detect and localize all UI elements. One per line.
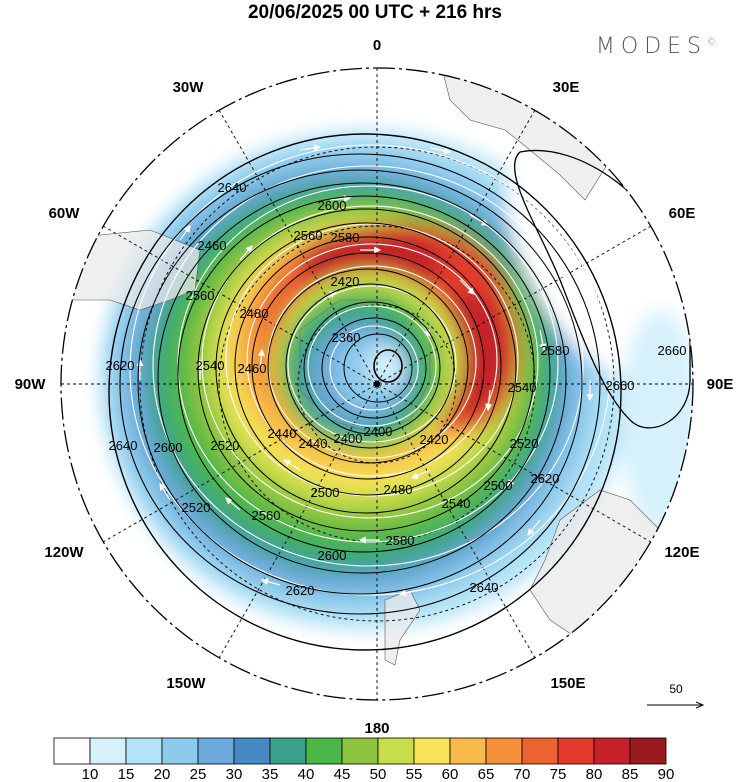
colorbar-label: 70 [514, 766, 531, 782]
colorbar-label: 10 [82, 766, 99, 782]
colorbar-label: 90 [658, 766, 675, 782]
contour-label: 2520 [211, 438, 240, 453]
contour-label: 2400 [334, 431, 363, 446]
contour-label: 2660 [606, 378, 635, 393]
contour-label: 2620 [286, 583, 315, 598]
lon-label-150w: 150W [166, 675, 206, 692]
wind-streamlines [129, 144, 611, 596]
contour-label: 2560 [294, 228, 323, 243]
colorbar-label: 80 [586, 766, 603, 782]
colorbar-swatch [341, 737, 379, 765]
colorbar-label: 25 [190, 766, 207, 782]
contour-label: 2400 [364, 424, 393, 439]
contour-label: 2640 [470, 580, 499, 595]
contour-label: 2500 [311, 485, 340, 500]
colorbar-swatch [197, 737, 235, 765]
contour-label: 2440 [299, 436, 328, 451]
contour-label: 2640 [109, 438, 138, 453]
colorbar-swatch [485, 737, 523, 765]
lon-label-90w: 90W [15, 376, 47, 393]
colorbar-label: 60 [442, 766, 459, 782]
contour-label: 2460 [238, 361, 267, 376]
contour-label: 2520 [510, 436, 539, 451]
contour-label: 2440 [268, 426, 297, 441]
lon-label-0: 0 [373, 37, 381, 54]
contour-label: 2420 [420, 432, 449, 447]
contour-label: 2420 [331, 274, 360, 289]
colorbar-label: 55 [406, 766, 423, 782]
brand-mark: © [707, 37, 716, 48]
contour-label: 2460 [198, 238, 227, 253]
brand-logo: MODES© [596, 34, 716, 59]
contour-label: 2580 [541, 343, 570, 358]
contour-label: 2520 [182, 500, 211, 515]
lon-label-30w: 30W [173, 79, 205, 96]
colorbar-label: 40 [298, 766, 315, 782]
reference-vector: 50 [647, 682, 703, 705]
lon-label-60e: 60E [669, 205, 696, 222]
colorbar-swatch [89, 737, 127, 765]
contour-label: 2580 [331, 230, 360, 245]
map-title: 20/06/2025 00 UTC + 216 hrs [247, 2, 503, 23]
colorbar-label: 30 [226, 766, 243, 782]
colorbar-swatch [413, 737, 451, 765]
contour-label: 2540 [196, 358, 225, 373]
colorbar-swatch [161, 737, 199, 765]
brand-name: MODES [595, 34, 707, 59]
reference-vector-label: 50 [669, 682, 683, 696]
colorbar-swatch [521, 737, 559, 765]
contour-label-layer: 2640 2600 2580 2560 2540 2520 2500 2480 … [106, 180, 687, 598]
lon-label-60w: 60W [49, 205, 81, 222]
colorbar-label: 15 [118, 766, 135, 782]
contour-label: 2620 [531, 471, 560, 486]
colorbar-swatch [593, 737, 631, 765]
contour-label: 2580 [386, 533, 415, 548]
contour-label: 2480 [240, 306, 269, 321]
streamline-arrows [136, 144, 594, 597]
colorbar-swatch [557, 737, 595, 765]
colorbar-swatch [269, 737, 307, 765]
lon-label-150e: 150E [550, 675, 585, 692]
contour-label: 2500 [484, 478, 513, 493]
lon-label-180: 180 [364, 720, 389, 737]
colorbar-label: 50 [370, 766, 387, 782]
longitude-labels: 0 30E 60E 90E 120E 150E 180 150W 120W 90… [15, 37, 734, 737]
colorbar: 10 15 20 25 30 35 40 45 50 55 60 65 70 75 80 85 90 [53, 737, 675, 782]
colorbar-label: 75 [550, 766, 567, 782]
contour-label: 2600 [318, 198, 347, 213]
contour-label: 2480 [384, 482, 413, 497]
contour-label: 2360 [332, 330, 361, 345]
lon-label-120e: 120E [664, 544, 699, 561]
colorbar-swatch [233, 737, 271, 765]
contour-label: 2640 [218, 180, 247, 195]
colorbar-label: 35 [262, 766, 279, 782]
contour-label: 2660 [658, 343, 687, 358]
geopotential-contours [108, 133, 691, 651]
contour-label: 2600 [154, 440, 183, 455]
contour-label: 2600 [318, 548, 347, 563]
contour-label: 2560 [186, 288, 215, 303]
lon-label-30e: 30E [553, 79, 580, 96]
contour-label: 2540 [442, 496, 471, 511]
colorbar-label: 85 [622, 766, 639, 782]
lon-label-90e: 90E [707, 376, 734, 393]
colorbar-label: 65 [478, 766, 495, 782]
contour-label: 2560 [252, 508, 281, 523]
colorbar-swatch [125, 737, 163, 765]
pole-marker [374, 381, 380, 387]
colorbar-swatch [377, 737, 415, 765]
map-border [60, 67, 694, 701]
map-disc [61, 68, 693, 700]
colorbar-label: 20 [154, 766, 171, 782]
lon-label-120w: 120W [44, 544, 84, 561]
contour-label: 2620 [106, 358, 135, 373]
contour-label: 2540 [508, 380, 537, 395]
colorbar-swatch [305, 737, 343, 765]
colorbar-swatch [53, 737, 91, 765]
colorbar-label: 45 [334, 766, 351, 782]
colorbar-swatch [629, 737, 667, 765]
colorbar-swatch [449, 737, 487, 765]
